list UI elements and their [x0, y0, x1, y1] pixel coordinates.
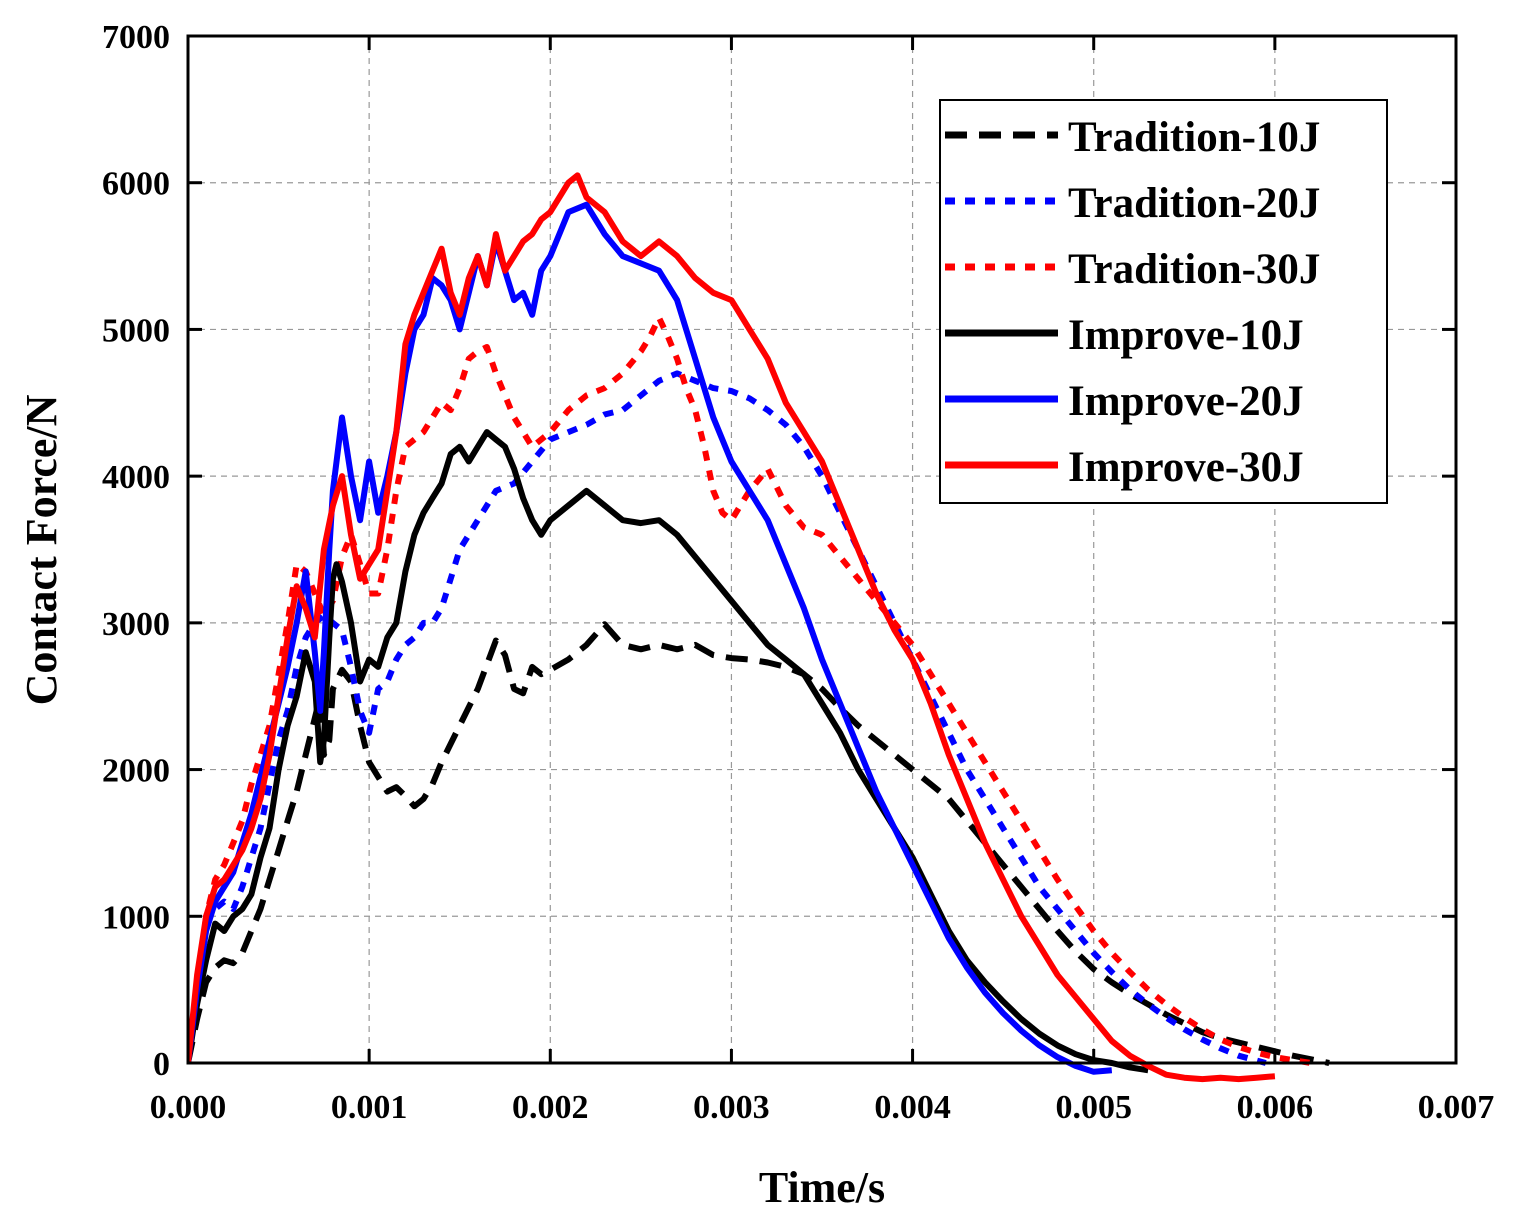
- y-tick-label: 7000: [102, 19, 170, 56]
- x-axis-title: Time/s: [759, 1163, 885, 1212]
- legend-label-improve-30j: Improve-30J: [1068, 444, 1304, 491]
- x-tick-label: 0.005: [1055, 1089, 1132, 1126]
- y-tick-label: 3000: [102, 606, 170, 643]
- x-tick-label: 0.000: [150, 1089, 227, 1126]
- series-line-tradition-10j: [188, 621, 1330, 1066]
- y-tick-label: 1000: [102, 899, 170, 936]
- plot-frame: [186, 34, 1458, 1065]
- legend-label-improve-10j: Improve-10J: [1068, 312, 1304, 359]
- x-tick-label: 0.001: [331, 1089, 408, 1126]
- legend-label-tradition-10j: Tradition-10J: [1068, 114, 1320, 161]
- legend-box: [939, 99, 1388, 504]
- legend: Tradition-10J Tradition-20J Tradition-30J I…: [939, 99, 1388, 504]
- x-tick-label: 0.004: [874, 1089, 951, 1126]
- y-tick-label: 2000: [102, 753, 170, 790]
- y-tick-label: 4000: [102, 459, 170, 496]
- legend-label-tradition-20j: Tradition-20J: [1068, 180, 1320, 227]
- legend-label-tradition-30j: Tradition-30J: [1068, 246, 1320, 293]
- x-tick-label: 0.003: [693, 1089, 770, 1126]
- y-tick-label: 6000: [102, 166, 170, 203]
- x-tick-label: 0.002: [512, 1089, 589, 1126]
- series-line-tradition-30j: [188, 314, 1312, 1066]
- x-tick-label: 0.007: [1418, 1089, 1495, 1126]
- x-tick-label: 0.006: [1237, 1089, 1314, 1126]
- series-line-improve-30j: [188, 172, 1276, 1083]
- y-axis-title: Contact Force/N: [17, 394, 66, 705]
- series-line-tradition-20j: [188, 370, 1267, 1066]
- series-group: [188, 172, 1330, 1083]
- series-line-improve-10j: [188, 429, 1149, 1074]
- y-tick-label: 0: [153, 1046, 170, 1083]
- axis-ticks: 0.000 0.001 0.002 0.003 0.004 0.005 0.006 0.007…: [102, 19, 1494, 1126]
- y-tick-label: 5000: [102, 312, 170, 349]
- legend-label-improve-20j: Improve-20J: [1068, 378, 1304, 425]
